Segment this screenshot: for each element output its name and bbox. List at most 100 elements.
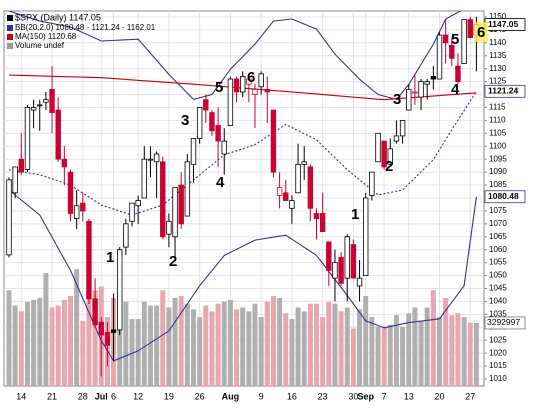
x-tick-label: 28 [78,391,88,401]
y-tick-label: 1110 [489,116,506,125]
x-tick-label: 12 [133,391,143,401]
volume-bar [449,315,455,386]
value-tag [484,190,526,204]
candle-body [166,220,172,235]
candle-body [37,104,43,107]
wave-label: 4 [451,81,460,98]
value-tag-label: 3292997 [487,317,520,327]
volume-bar [289,319,295,386]
candle-body [6,179,12,256]
volume-bar [74,269,80,386]
volume-bar [443,297,449,386]
candle-body [270,109,277,173]
volume-bar [209,311,215,386]
candle-body [301,161,307,165]
candle-body [117,249,123,331]
volume-bar [270,296,276,386]
y-tick-label: 1105 [489,128,507,137]
candle-body [233,78,240,93]
y-tick-label: 1045 [489,284,507,293]
candle-body [18,158,24,173]
y-tick-label: 1150 [489,12,507,21]
candle-body [92,298,98,326]
candle-body [436,34,443,80]
y-tick-label: 1090 [489,167,507,176]
candle-body [406,88,412,111]
volume-bar [406,313,412,386]
x-tick-label: 19 [164,391,174,401]
x-tick-label: 27 [465,391,475,401]
candle-body [67,171,74,214]
volume-bar [467,322,473,386]
volume-bar [154,305,160,386]
volume-bar [301,311,307,386]
candle-body [381,140,387,168]
candle-body [289,200,295,209]
candle-body [221,140,227,155]
candle-body [295,163,301,194]
legend-label: BB(20,2.0) 1080.48 - 1121.24 - 1162.01 [15,23,156,32]
volume-bar [461,317,467,386]
volume-bar [424,307,430,386]
volume-bar [320,317,326,386]
volume-bar [357,309,363,386]
y-tick-label: 1095 [489,154,507,163]
wave-label: 2 [385,158,393,175]
value-tag [484,316,526,330]
volume-bar [240,307,246,386]
value-tag-label: 1080.48 [488,191,519,201]
y-tick-label: 1040 [489,297,507,306]
candle-body [55,109,61,160]
volume-bar [135,319,141,386]
y-tick-label: 1140 [489,38,507,47]
y-tick-label: 1065 [489,232,507,241]
candle-body [49,88,55,114]
volume-bar [123,301,129,386]
volume-bar [283,313,289,386]
volume-bar [12,305,18,386]
candle-body [184,161,191,217]
volume-bar [338,311,344,386]
candle-body [129,202,135,222]
highlight [474,22,488,42]
volume-bar [160,290,166,386]
wave-labels: 1 2 3 4 5 6 1 2 3 4 5 6 [106,22,488,270]
legend-swatch [7,43,13,49]
volume-bar [147,305,153,386]
candle-body [283,192,289,201]
wave-label: 5 [451,31,459,48]
volume-bar [80,320,86,386]
candle-body [24,107,31,170]
volume-bar [418,320,424,386]
volume-bar [184,303,190,386]
candle-body [196,107,203,139]
candle-body [61,158,68,168]
candle-body [73,205,80,220]
candle-body [147,158,154,161]
candle-body [393,135,400,142]
candle-body [258,73,264,88]
candle-body [369,171,375,196]
candle-body [80,202,86,212]
candle-body [276,187,283,196]
x-tick-label: Aug [222,391,240,401]
volume-bar [473,322,479,386]
candle-body [412,91,418,94]
candle-body [123,223,129,248]
candle-body [449,44,455,59]
candle-body [461,19,467,64]
volume-bar [344,307,350,386]
volume-bar [369,317,375,386]
legend-swatch [7,15,13,21]
volume-bar [227,299,233,386]
overlay-line [8,11,462,101]
volume-bar [363,296,369,386]
volume-bar [455,313,461,386]
candle-body [442,34,449,44]
candle-body [12,166,18,194]
volume-bar [314,303,319,386]
volume-bar [18,311,24,386]
volume-bar [215,303,221,386]
volume-bar [350,328,356,386]
